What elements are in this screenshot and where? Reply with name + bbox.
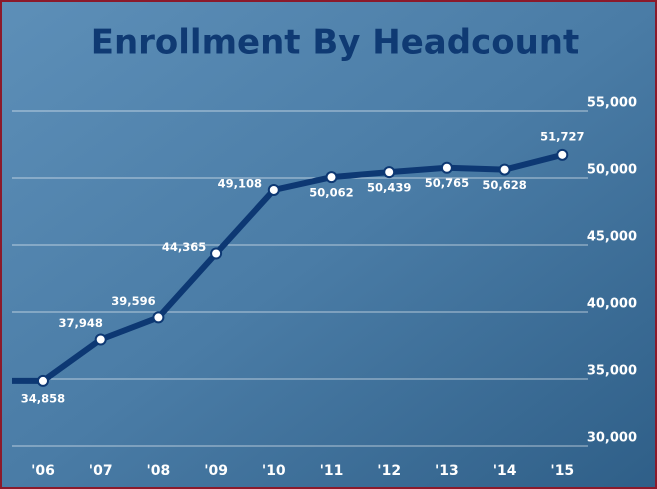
x-tick-label: '09 bbox=[204, 463, 228, 479]
x-tick-label: '14 bbox=[493, 463, 517, 479]
data-label: 50,765 bbox=[425, 176, 469, 190]
x-tick-label: '06 bbox=[31, 463, 55, 479]
chart-title: Enrollment By Headcount bbox=[91, 23, 580, 63]
x-tick-label: '15 bbox=[550, 463, 574, 479]
marker bbox=[94, 333, 107, 346]
x-tick-label: '11 bbox=[320, 463, 344, 479]
x-tick-label: '07 bbox=[89, 463, 113, 479]
line bbox=[41, 151, 564, 384]
data-label: 51,727 bbox=[540, 129, 584, 143]
marker bbox=[383, 166, 396, 179]
data-label: 50,628 bbox=[482, 178, 526, 192]
marker bbox=[440, 161, 453, 174]
marker bbox=[325, 171, 338, 184]
y-tick-label: 40,000 bbox=[587, 297, 637, 312]
data-label: 34,858 bbox=[21, 391, 65, 405]
marker bbox=[267, 183, 280, 196]
y-tick-label: 35,000 bbox=[587, 364, 637, 379]
marker bbox=[152, 311, 165, 324]
y-tick-label: 50,000 bbox=[587, 163, 637, 178]
y-tick-label: 30,000 bbox=[587, 431, 637, 446]
y-tick-label: 45,000 bbox=[587, 230, 637, 245]
data-label: 50,439 bbox=[367, 181, 411, 195]
data-label: 49,108 bbox=[218, 176, 262, 190]
data-label: 39,596 bbox=[111, 294, 155, 308]
data-label: 44,365 bbox=[162, 240, 206, 254]
x-tick-label: '08 bbox=[147, 463, 171, 479]
data-label: 37,948 bbox=[59, 316, 103, 330]
marker bbox=[498, 163, 511, 176]
marker bbox=[37, 374, 49, 387]
marker bbox=[556, 148, 569, 161]
marker bbox=[210, 247, 223, 260]
x-tick-label: '13 bbox=[435, 463, 459, 479]
x-tick-label: '12 bbox=[377, 463, 401, 479]
data-label: 50,062 bbox=[309, 186, 353, 200]
y-tick-label: 55,000 bbox=[587, 96, 637, 111]
x-tick-label: '10 bbox=[262, 463, 286, 479]
